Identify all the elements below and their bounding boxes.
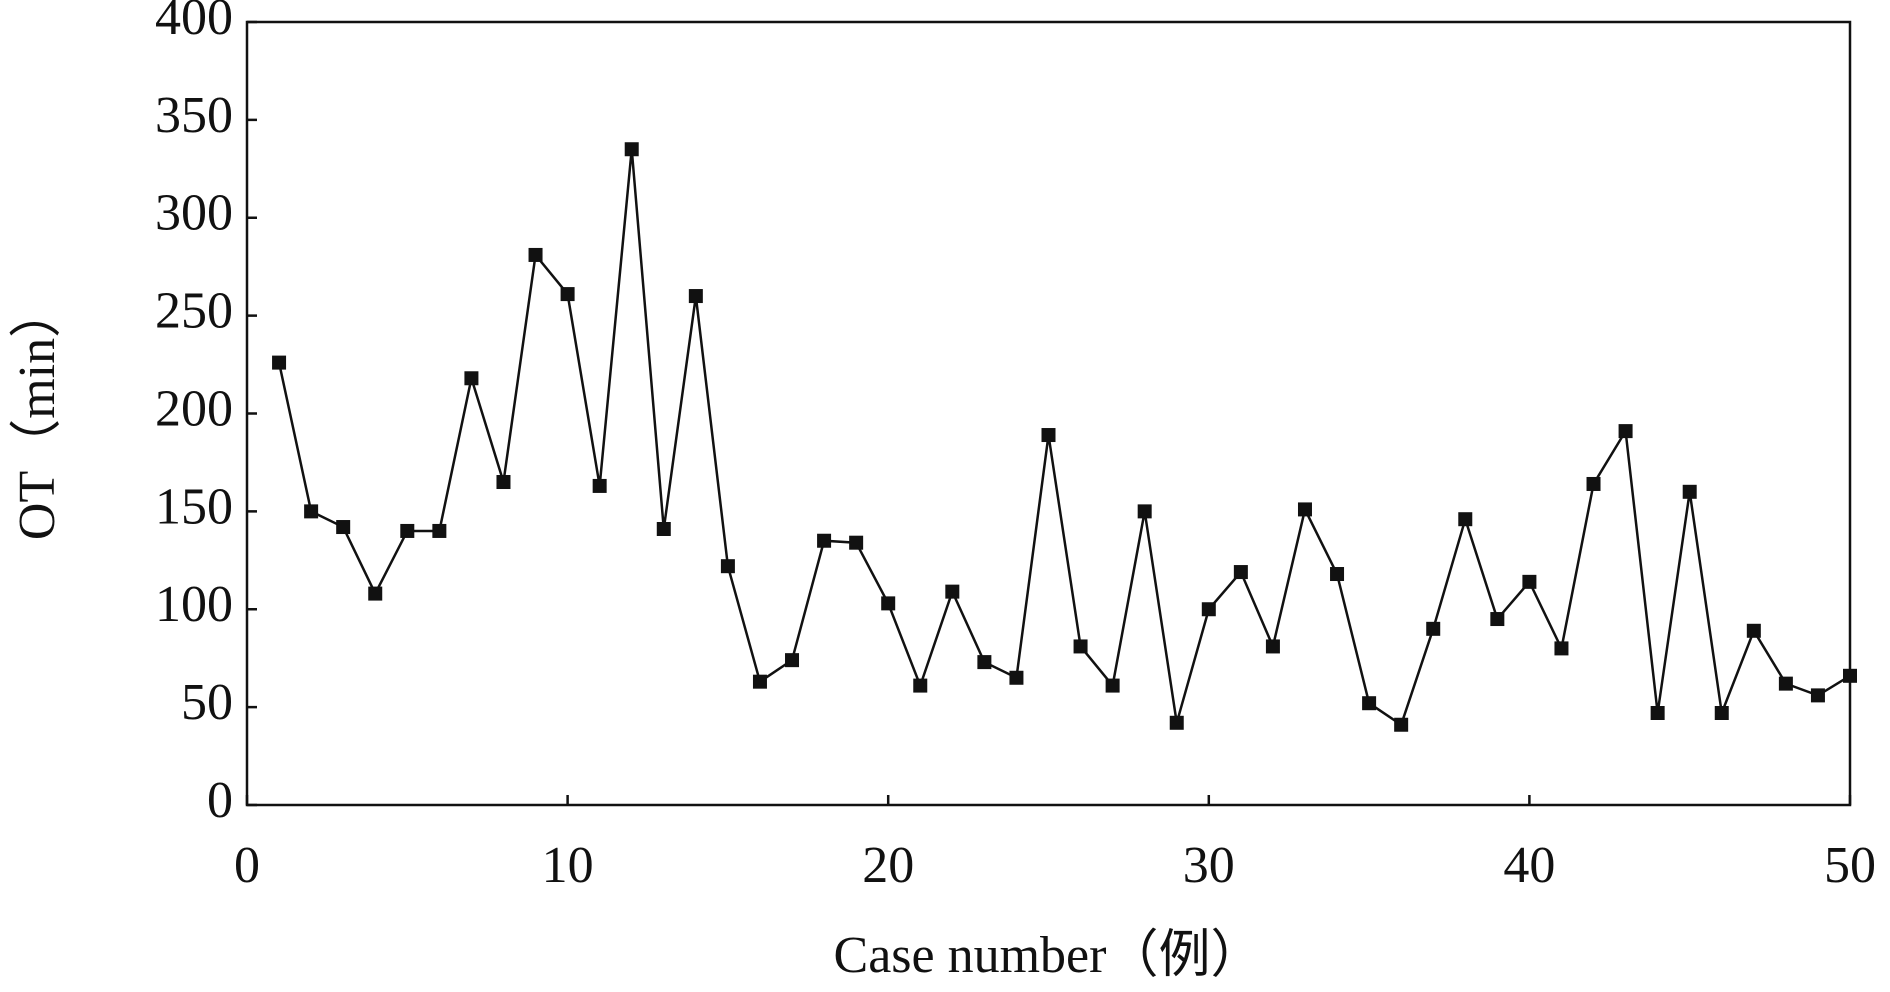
x-tick-label: 10 [542,837,594,894]
x-tick-label: 30 [1183,837,1235,894]
y-tick-label: 150 [155,478,233,535]
plot-frame [245,20,1852,807]
y-tick-label: 200 [155,380,233,437]
data-point [1650,705,1665,720]
data-point [624,142,639,157]
x-tick-label: 20 [862,837,914,894]
data-point [1522,574,1537,589]
data-point [1169,715,1184,730]
data-point [1362,696,1377,711]
data-point [592,478,607,493]
data-point [977,655,992,670]
data-point [785,653,800,668]
data-point [720,559,735,574]
data-point [1073,639,1088,654]
data-point [1554,641,1569,656]
data-point [1394,717,1409,732]
data-point [1297,502,1312,517]
data-point [560,287,575,302]
data-point [656,521,671,536]
data-point [1843,668,1857,683]
x-tick-label: 40 [1503,837,1555,894]
data-point [1778,676,1793,691]
data-point [1458,512,1473,527]
data-point [496,475,511,490]
data-point [1618,424,1633,439]
data-point [400,523,415,538]
y-axis-title: OT（min） [9,286,66,540]
data-point [817,533,832,548]
data-point [528,247,543,262]
x-tick-label: 50 [1824,837,1876,894]
data-point [1682,484,1697,499]
x-tick-label: 0 [234,837,260,894]
y-tick-label: 50 [181,674,233,731]
data-point [881,596,896,611]
data-point [945,584,960,599]
y-tick-label: 100 [155,576,233,633]
data-line [277,149,1851,727]
data-point [1009,670,1024,685]
y-tick-label: 250 [155,283,233,340]
data-point [368,586,383,601]
data-point [464,371,479,386]
x-axis-title: Case number（例） [834,927,1263,984]
data-point [1810,688,1825,703]
data-point [1137,504,1152,519]
data-point [1265,639,1280,654]
data-point [304,504,319,519]
data-point [1426,621,1441,636]
y-tick-label: 350 [155,87,233,144]
y-tick-label: 300 [155,185,233,242]
data-point [752,674,767,689]
data-point [336,520,351,535]
data-point [1586,476,1601,491]
data-point [1105,678,1120,693]
data-point [272,355,287,370]
data-point [1201,602,1216,617]
data-point [1330,567,1345,582]
data-point [688,289,703,304]
data-point [1746,623,1761,638]
data-point [1041,428,1056,443]
data-point [913,678,928,693]
y-tick-label: 400 [155,0,233,46]
data-point [849,535,864,550]
data-point [1490,612,1505,627]
y-tick-label: 0 [207,772,233,829]
data-point [1714,705,1729,720]
data-point [1233,565,1248,580]
data-point [432,523,447,538]
